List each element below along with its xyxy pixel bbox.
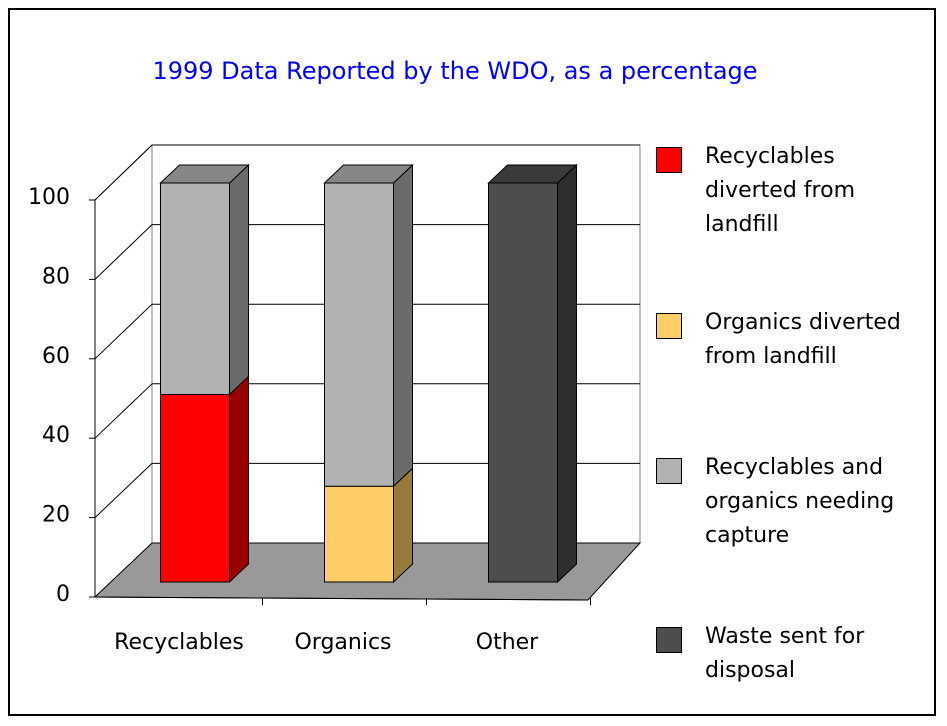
bar-side: [393, 163, 413, 488]
legend-label: Recyclables diverted from landfill: [705, 144, 855, 237]
grid-line-side: [94, 383, 153, 439]
grid-line-side: [94, 224, 153, 280]
bar: [324, 182, 394, 487]
y-tick-label: 100: [28, 185, 70, 210]
bar: [324, 485, 394, 583]
bar: [488, 182, 558, 583]
grid-line-side: [94, 463, 153, 518]
bar-top: [159, 164, 250, 184]
legend-swatch: [656, 313, 682, 339]
y-tick-label: 80: [42, 264, 70, 289]
x-tick-label: Other: [476, 630, 539, 655]
legend-swatch: [656, 627, 682, 653]
legend-label: Recyclables and organics needing capture: [705, 455, 895, 548]
bar: [160, 182, 230, 395]
bar: [160, 393, 230, 583]
bar-side: [393, 467, 413, 584]
bar-top: [323, 164, 414, 184]
chart-title: 1999 Data Reported by the WDO, as a perc…: [152, 57, 757, 85]
grid-line-side: [94, 144, 153, 201]
legend-label: Waste sent for disposal: [705, 624, 865, 683]
x-axis: [94, 596, 589, 601]
y-tick-label: 20: [42, 503, 70, 528]
bar-side: [229, 163, 249, 396]
legend-swatch: [656, 147, 682, 173]
y-tick-label: 40: [42, 423, 70, 448]
grid-line-side: [94, 303, 153, 360]
chart-frame: [8, 8, 936, 716]
y-tick-label: 60: [42, 344, 70, 369]
legend-label: Organics diverted from landfill: [705, 310, 901, 369]
bar-side: [557, 163, 577, 584]
x-tick-label: Recyclables: [114, 630, 244, 655]
y-tick-label: 0: [56, 582, 70, 607]
legend-swatch: [656, 458, 682, 484]
bar-top: [487, 164, 578, 184]
x-tick-label: Organics: [294, 630, 391, 655]
bar-side: [229, 375, 249, 584]
